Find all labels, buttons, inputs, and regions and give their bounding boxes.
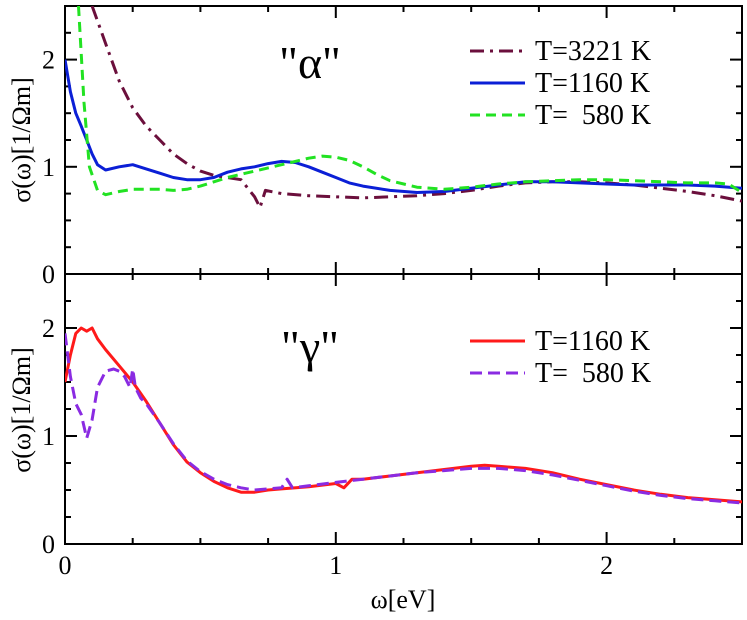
x-tick-label: 2 xyxy=(600,551,613,580)
y-tick-label: 0 xyxy=(42,260,55,289)
panel-gamma-label: "γ" xyxy=(281,321,339,372)
series-line-1 xyxy=(65,59,742,194)
panel-alpha-ylabel: σ(ω)[1/Ωm] xyxy=(7,77,36,203)
y-tick-label: 1 xyxy=(42,422,55,451)
series-line-2 xyxy=(77,6,742,197)
y-tick-label: 1 xyxy=(42,153,55,182)
panel-alpha-label: "α" xyxy=(279,37,341,88)
y-tick-label: 0 xyxy=(42,530,55,559)
legend-label: T= 580 K xyxy=(535,358,651,389)
panel-gamma-ticks: 0 1 2 0 1 2 xyxy=(42,273,743,580)
legend-label: T=1160 K xyxy=(535,68,650,99)
legend-label: T= 580 K xyxy=(535,100,651,131)
x-tick-label: 1 xyxy=(329,551,342,580)
panel-gamma-series xyxy=(65,326,742,505)
legend-label: T=1160 K xyxy=(535,326,650,357)
panel-gamma-ylabel: σ(ω)[1/Ωm] xyxy=(7,347,36,473)
legend-label: T=3221 K xyxy=(535,36,651,67)
panel-gamma: 0 1 2 0 1 2 "γ" σ(ω)[1/Ωm] T=1160 KT= 580 K ω… xyxy=(7,273,743,614)
panel-alpha-series xyxy=(65,6,742,209)
panel-gamma-legend: T=1160 KT= 580 K xyxy=(470,326,651,389)
x-axis-label: ω[eV] xyxy=(371,585,436,614)
panel-alpha-legend: T=3221 KT=1160 KT= 580 K xyxy=(470,36,651,131)
panel-gamma-frame xyxy=(64,273,743,545)
x-tick-label: 0 xyxy=(59,551,72,580)
y-tick-label: 2 xyxy=(42,314,55,343)
panel-alpha: 0 1 2 "α" σ(ω)[1/Ωm] T=3221 KT=1160 KT= 58… xyxy=(7,5,743,289)
y-tick-label: 2 xyxy=(42,46,55,75)
panel-alpha-ticks: 0 1 2 xyxy=(42,5,743,289)
series-line-1 xyxy=(65,333,742,505)
